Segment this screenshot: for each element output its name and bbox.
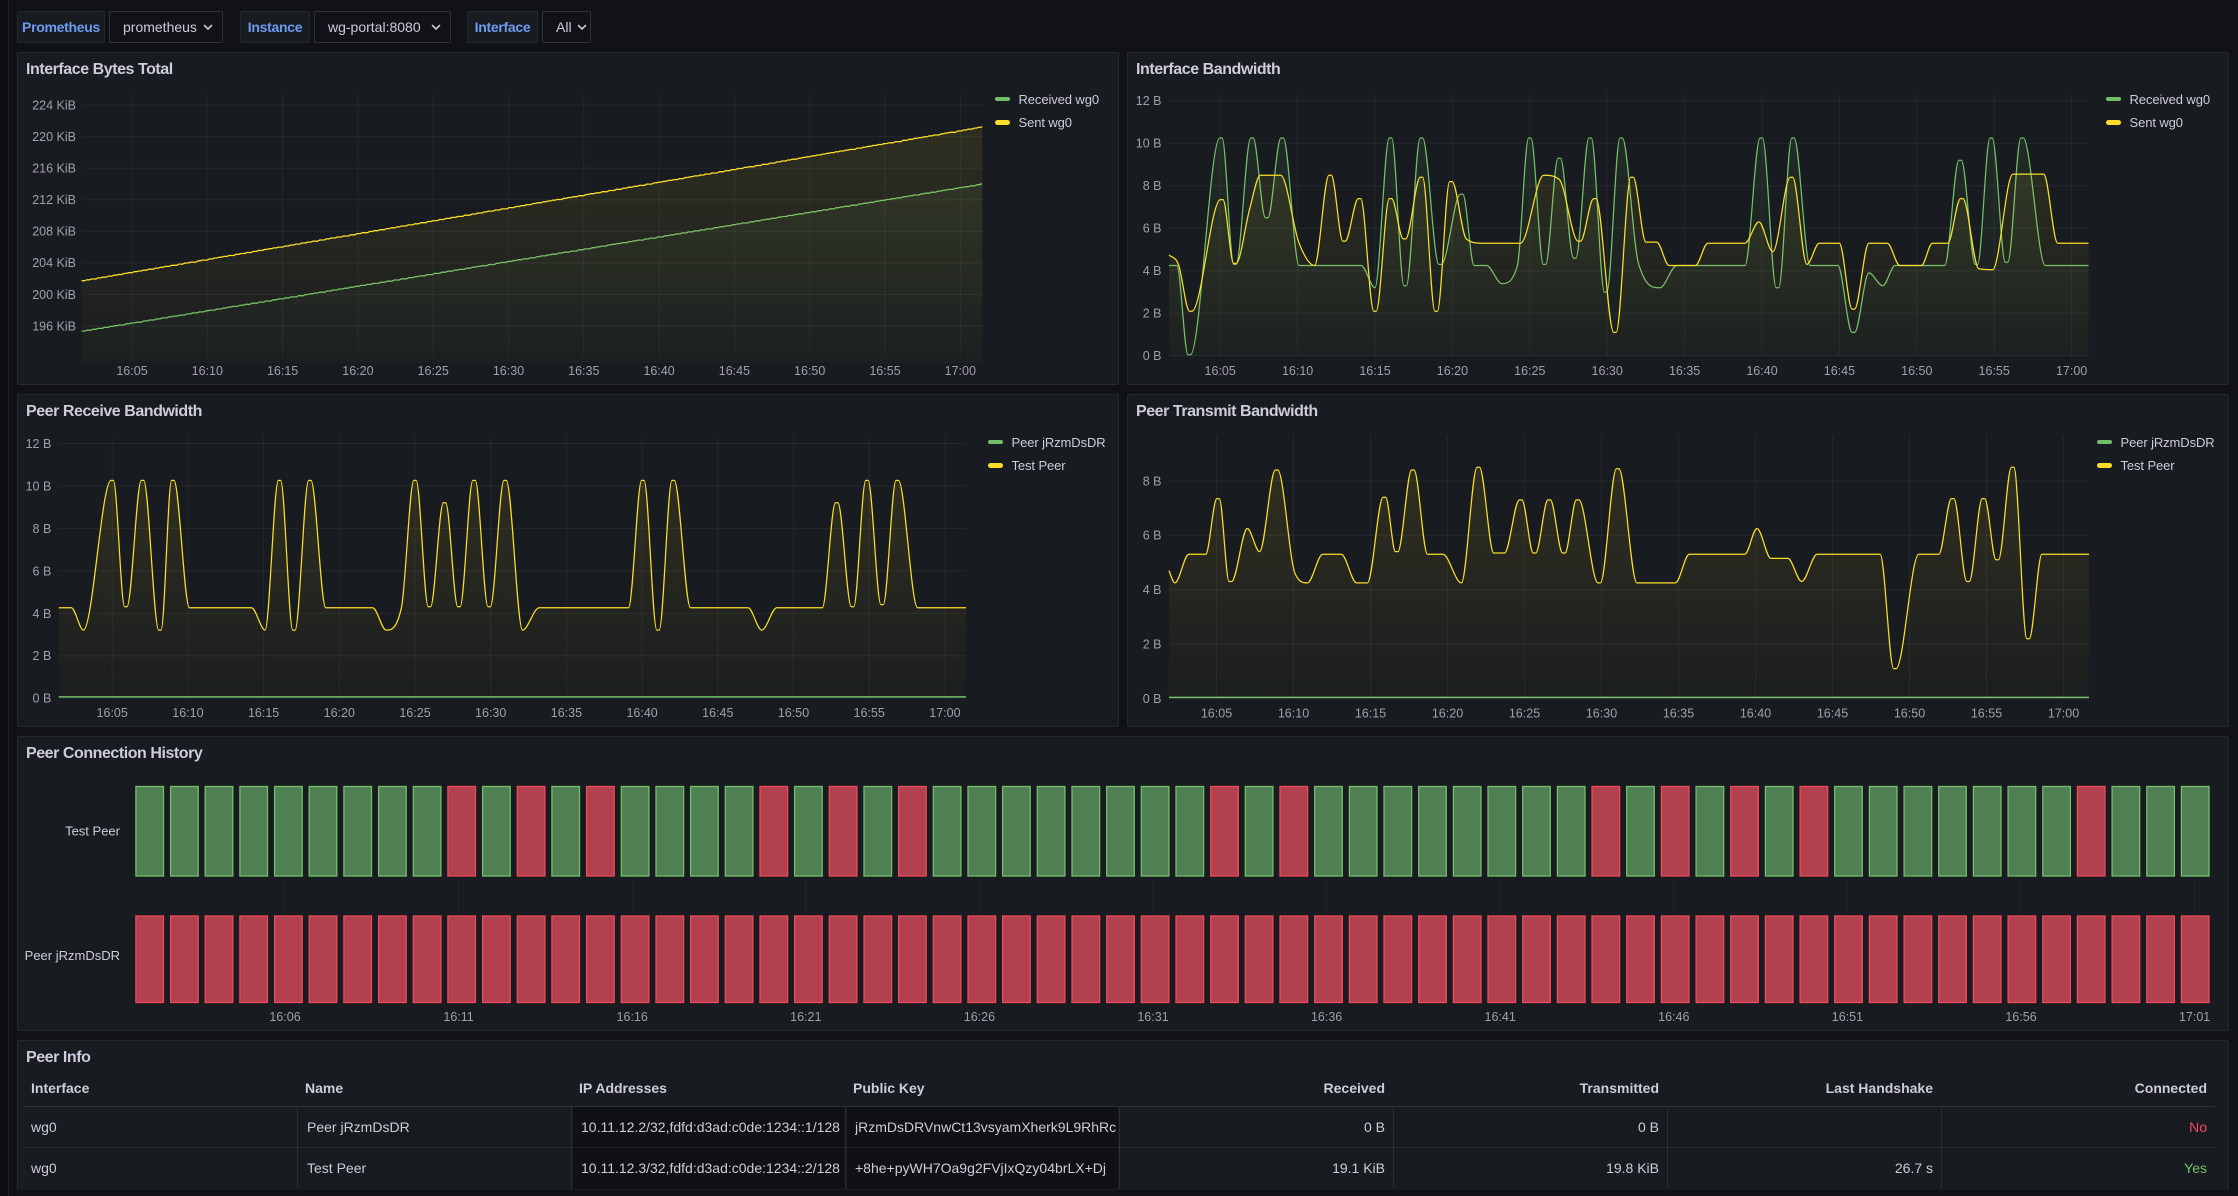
svg-text:16:05: 16:05 <box>116 364 147 378</box>
svg-text:0 B: 0 B <box>1143 692 1162 706</box>
svg-text:16:56: 16:56 <box>2005 1010 2036 1024</box>
svg-text:6 B: 6 B <box>1143 529 1162 543</box>
svg-text:16:40: 16:40 <box>626 706 657 720</box>
svg-text:0 B: 0 B <box>1143 349 1162 363</box>
svg-text:16:20: 16:20 <box>1432 707 1463 721</box>
svg-text:12 B: 12 B <box>1136 94 1162 108</box>
svg-text:16:25: 16:25 <box>399 706 430 720</box>
svg-text:0 B: 0 B <box>33 692 52 706</box>
svg-text:16:50: 16:50 <box>1901 364 1932 378</box>
svg-text:212 KiB: 212 KiB <box>32 193 76 207</box>
svg-text:17:00: 17:00 <box>929 706 960 720</box>
svg-text:16:21: 16:21 <box>790 1010 821 1024</box>
svg-text:16:55: 16:55 <box>1971 707 2002 721</box>
svg-text:8 B: 8 B <box>1143 474 1162 488</box>
svg-text:16:15: 16:15 <box>1355 707 1386 721</box>
svg-text:16:55: 16:55 <box>1979 364 2010 378</box>
svg-text:Test Peer: Test Peer <box>65 824 121 839</box>
svg-text:16:41: 16:41 <box>1485 1010 1516 1024</box>
svg-text:2 B: 2 B <box>33 649 52 663</box>
svg-text:16:10: 16:10 <box>172 706 203 720</box>
svg-text:Peer jRzmDsDR: Peer jRzmDsDR <box>25 948 120 963</box>
svg-text:12 B: 12 B <box>26 437 52 451</box>
svg-text:4 B: 4 B <box>1143 264 1162 278</box>
svg-text:16:50: 16:50 <box>794 364 825 378</box>
svg-text:16:15: 16:15 <box>267 364 298 378</box>
svg-text:16:10: 16:10 <box>192 364 223 378</box>
svg-text:2 B: 2 B <box>1143 638 1162 652</box>
svg-text:8 B: 8 B <box>33 522 52 536</box>
svg-text:16:50: 16:50 <box>1894 707 1925 721</box>
svg-text:16:15: 16:15 <box>248 706 279 720</box>
svg-text:16:06: 16:06 <box>269 1010 300 1024</box>
svg-text:216 KiB: 216 KiB <box>32 162 76 176</box>
svg-text:17:00: 17:00 <box>945 364 976 378</box>
svg-text:10 B: 10 B <box>1136 137 1162 151</box>
svg-text:196 KiB: 196 KiB <box>32 319 76 333</box>
svg-text:17:01: 17:01 <box>2179 1010 2210 1024</box>
svg-text:16:45: 16:45 <box>719 364 750 378</box>
svg-text:16:55: 16:55 <box>869 364 900 378</box>
svg-text:16:30: 16:30 <box>1586 707 1617 721</box>
svg-text:16:25: 16:25 <box>418 364 449 378</box>
svg-text:16:30: 16:30 <box>1592 364 1623 378</box>
svg-text:200 KiB: 200 KiB <box>32 288 76 302</box>
svg-text:16:05: 16:05 <box>1205 364 1236 378</box>
svg-text:16:40: 16:40 <box>1746 364 1777 378</box>
svg-text:6 B: 6 B <box>1143 222 1162 236</box>
svg-text:16:16: 16:16 <box>617 1010 648 1024</box>
svg-text:220 KiB: 220 KiB <box>32 130 76 144</box>
svg-text:16:51: 16:51 <box>1832 1010 1863 1024</box>
svg-text:6 B: 6 B <box>33 564 52 578</box>
svg-text:16:10: 16:10 <box>1282 364 1313 378</box>
svg-text:16:05: 16:05 <box>97 706 128 720</box>
svg-text:224 KiB: 224 KiB <box>32 98 76 112</box>
svg-text:8 B: 8 B <box>1143 179 1162 193</box>
svg-text:16:50: 16:50 <box>778 706 809 720</box>
svg-text:16:40: 16:40 <box>1740 707 1771 721</box>
svg-text:16:46: 16:46 <box>1658 1010 1689 1024</box>
svg-text:4 B: 4 B <box>33 607 52 621</box>
svg-text:16:40: 16:40 <box>643 364 674 378</box>
svg-text:16:25: 16:25 <box>1509 707 1540 721</box>
svg-text:16:10: 16:10 <box>1278 707 1309 721</box>
svg-text:16:35: 16:35 <box>1669 364 1700 378</box>
svg-text:16:11: 16:11 <box>443 1010 473 1024</box>
svg-text:16:35: 16:35 <box>551 706 582 720</box>
svg-text:204 KiB: 204 KiB <box>32 256 76 270</box>
svg-text:16:25: 16:25 <box>1514 364 1545 378</box>
svg-text:16:55: 16:55 <box>854 706 885 720</box>
svg-text:17:00: 17:00 <box>2056 364 2087 378</box>
svg-text:2 B: 2 B <box>1143 307 1162 321</box>
svg-text:16:45: 16:45 <box>702 706 733 720</box>
svg-text:16:05: 16:05 <box>1201 707 1232 721</box>
svg-text:16:20: 16:20 <box>342 364 373 378</box>
svg-text:16:30: 16:30 <box>493 364 524 378</box>
svg-text:16:36: 16:36 <box>1311 1010 1342 1024</box>
svg-text:16:20: 16:20 <box>324 706 355 720</box>
svg-text:4 B: 4 B <box>1143 583 1162 597</box>
svg-text:16:30: 16:30 <box>475 706 506 720</box>
svg-text:10 B: 10 B <box>26 479 52 493</box>
svg-text:16:15: 16:15 <box>1359 364 1390 378</box>
svg-text:16:20: 16:20 <box>1437 364 1468 378</box>
svg-text:16:35: 16:35 <box>568 364 599 378</box>
svg-text:17:00: 17:00 <box>2048 707 2079 721</box>
svg-text:16:26: 16:26 <box>964 1010 995 1024</box>
svg-text:16:45: 16:45 <box>1817 707 1848 721</box>
svg-text:16:35: 16:35 <box>1663 707 1694 721</box>
svg-text:16:31: 16:31 <box>1137 1010 1168 1024</box>
svg-text:208 KiB: 208 KiB <box>32 225 76 239</box>
svg-text:16:45: 16:45 <box>1824 364 1855 378</box>
